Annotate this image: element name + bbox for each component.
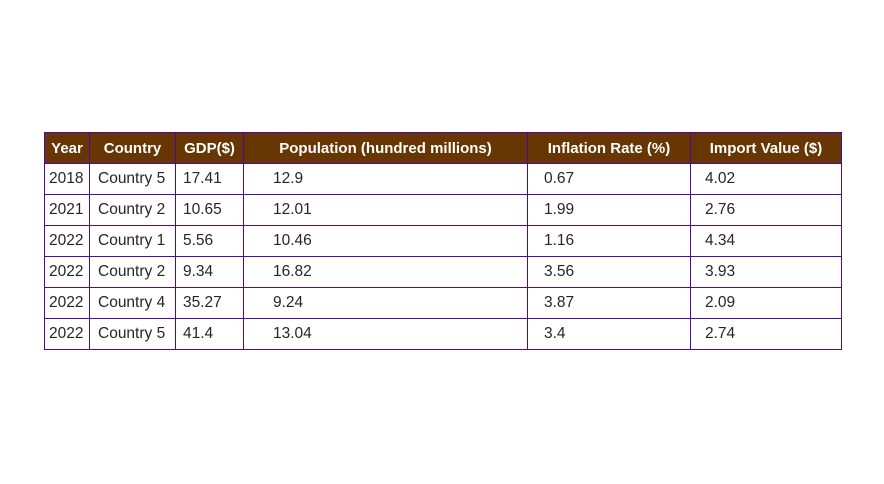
table-cell: 9.34 [175, 256, 244, 288]
table-cell: 35.27 [175, 287, 244, 319]
table-cell: 10.65 [175, 194, 244, 226]
table-cell: 9.24 [243, 287, 528, 319]
table-cell: 0.67 [527, 163, 691, 195]
table-cell: 2022 [44, 287, 90, 319]
table-cell: 2018 [44, 163, 90, 195]
table-cell: 2.74 [690, 318, 842, 350]
column-header: Inflation Rate (%) [527, 132, 691, 164]
column-header: Year [44, 132, 90, 164]
table-row: 2022 Country 2 9.34 16.82 3.56 3.93 [44, 256, 842, 288]
table-cell: 3.4 [527, 318, 691, 350]
table-cell: 2022 [44, 318, 90, 350]
table-cell: Country 5 [89, 318, 176, 350]
table-cell: 12.01 [243, 194, 528, 226]
table-cell: 4.34 [690, 225, 842, 257]
column-header: GDP($) [175, 132, 244, 164]
table-cell: 1.16 [527, 225, 691, 257]
column-header: Import Value ($) [690, 132, 842, 164]
table-cell: 17.41 [175, 163, 244, 195]
column-header: Country [89, 132, 176, 164]
table-cell: 3.87 [527, 287, 691, 319]
table-cell: 2021 [44, 194, 90, 226]
table-cell: Country 5 [89, 163, 176, 195]
header-row: Year Country GDP($) Population (hundred mil… [44, 132, 842, 164]
data-table: Year Country GDP($) Population (hundred mil… [44, 132, 842, 350]
table-cell: 13.04 [243, 318, 528, 350]
table-cell: 10.46 [243, 225, 528, 257]
table-cell: 2.09 [690, 287, 842, 319]
table-cell: 1.99 [527, 194, 691, 226]
table-cell: 5.56 [175, 225, 244, 257]
table-cell: 2022 [44, 225, 90, 257]
table-cell: Country 2 [89, 256, 176, 288]
table-cell: Country 2 [89, 194, 176, 226]
table-cell: 3.56 [527, 256, 691, 288]
table-cell: 12.9 [243, 163, 528, 195]
table-row: 2022 Country 1 5.56 10.46 1.16 4.34 [44, 225, 842, 257]
table-cell: Country 1 [89, 225, 176, 257]
table-cell: 3.93 [690, 256, 842, 288]
table-body: 2018 Country 5 17.41 12.9 0.67 4.02 2021 Countr… [44, 163, 842, 350]
column-header: Population (hundred millions) [243, 132, 528, 164]
table-row: 2021 Country 2 10.65 12.01 1.99 2.76 [44, 194, 842, 226]
table-cell: 16.82 [243, 256, 528, 288]
table-cell: 4.02 [690, 163, 842, 195]
table-cell: 2.76 [690, 194, 842, 226]
table-cell: 2022 [44, 256, 90, 288]
table-cell: Country 4 [89, 287, 176, 319]
table-cell: 41.4 [175, 318, 244, 350]
table-row: 2022 Country 4 35.27 9.24 3.87 2.09 [44, 287, 842, 319]
table-row: 2022 Country 5 41.4 13.04 3.4 2.74 [44, 318, 842, 350]
table-row: 2018 Country 5 17.41 12.9 0.67 4.02 [44, 163, 842, 195]
